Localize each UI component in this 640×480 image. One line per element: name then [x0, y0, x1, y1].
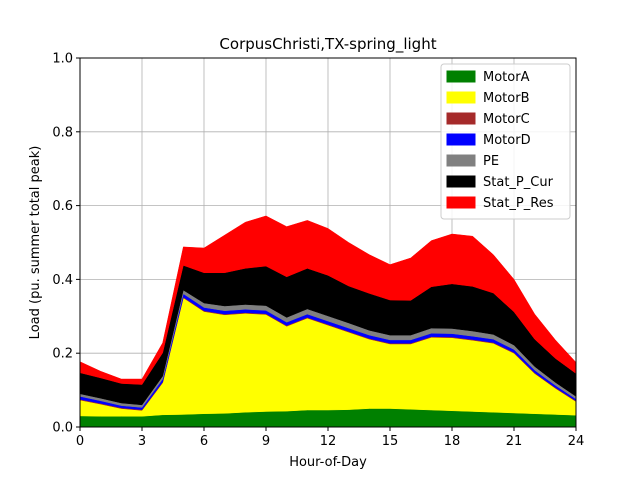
x-tick-label: 21 — [506, 434, 523, 449]
legend-swatch — [446, 133, 476, 146]
y-tick-label: 0.6 — [52, 199, 73, 214]
y-tick-label: 0.0 — [52, 421, 73, 436]
area-layer — [79, 215, 577, 428]
legend-swatch — [446, 70, 476, 83]
x-tick-label: 12 — [320, 434, 337, 449]
legend-label: Stat_P_Cur — [483, 175, 554, 190]
y-tick-label: 0.2 — [52, 347, 73, 362]
y-tick-label: 0.4 — [52, 273, 73, 288]
y-tick-label: 0.8 — [52, 125, 73, 140]
x-tick-label: 0 — [76, 434, 84, 449]
legend: MotorA MotorB MotorC MotorD PE Stat_P_Cur Stat… — [440, 63, 571, 220]
x-tick-label: 18 — [444, 434, 461, 449]
ticks-layer: 0 3 6 9 12 15 18 21 24 0.0 0.2 0.4 0.6 0.8 1.0 — [52, 52, 584, 450]
legend-swatch — [446, 91, 476, 104]
legend-swatch — [446, 196, 476, 209]
legend-label: PE — [483, 154, 499, 169]
x-tick-label: 24 — [568, 434, 585, 449]
x-tick-label: 6 — [200, 434, 208, 449]
legend-label: MotorA — [483, 70, 530, 85]
x-tick-label: 15 — [382, 434, 399, 449]
legend-label: MotorD — [483, 133, 531, 148]
legend-swatch — [446, 175, 476, 188]
x-axis-label: Hour-of-Day — [289, 455, 367, 470]
y-tick-label: 1.0 — [52, 52, 73, 67]
y-axis-label: Load (pu. summer total peak) — [28, 146, 43, 340]
legend-swatch — [446, 154, 476, 167]
x-tick-label: 9 — [262, 434, 270, 449]
legend-label: MotorB — [483, 91, 529, 106]
legend-label: MotorC — [483, 112, 530, 127]
chart-title: CorpusChristi,TX-spring_light — [219, 35, 436, 54]
x-tick-label: 3 — [138, 434, 146, 449]
legend-label: Stat_P_Res — [483, 196, 554, 211]
legend-swatch — [446, 112, 476, 125]
